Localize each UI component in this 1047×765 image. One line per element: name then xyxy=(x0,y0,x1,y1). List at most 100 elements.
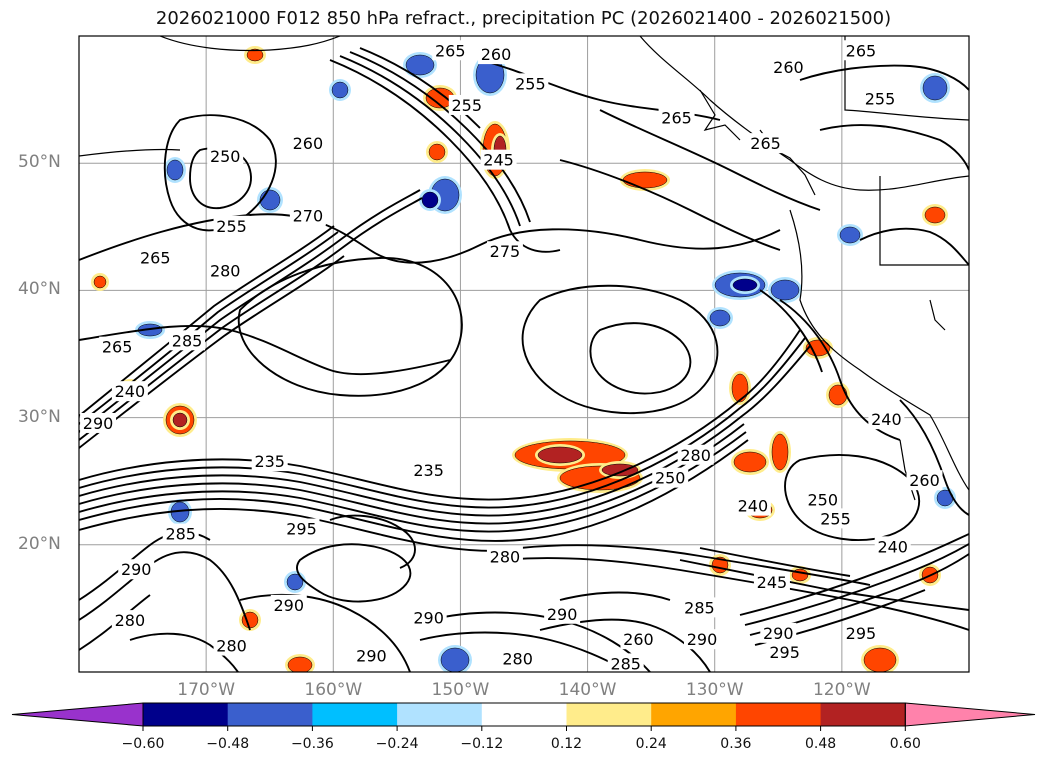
contour-label: 260 xyxy=(481,45,512,64)
contour-label-backdrop xyxy=(111,381,148,402)
precip-cell xyxy=(922,75,948,101)
precipitation-fill xyxy=(91,46,956,672)
colorbar-frame xyxy=(142,702,906,727)
colorbar-tick-label: 0.36 xyxy=(720,736,752,752)
latitude-label: 40°N xyxy=(18,279,61,300)
contour-label: 280 xyxy=(680,446,711,465)
contour-label-backdrop xyxy=(251,451,288,472)
precip-cell xyxy=(537,446,583,464)
contour-labels: 2602552652602652552652652502602552452552… xyxy=(80,40,943,673)
map-frame xyxy=(78,35,970,673)
contour-label: 290 xyxy=(687,630,718,649)
contour-label-backdrop xyxy=(906,470,943,491)
contour-label: 265 xyxy=(140,249,171,268)
contour-label-backdrop xyxy=(486,241,523,262)
contour-label: 280 xyxy=(216,637,247,656)
contour-label: 260 xyxy=(623,630,654,649)
contour-label: 290 xyxy=(274,596,305,615)
colorbar-segment xyxy=(143,703,229,726)
colorbar-tick-label: 0.48 xyxy=(805,736,837,752)
contour-label-backdrop xyxy=(207,145,244,166)
latitude-label: 30°N xyxy=(18,406,61,427)
colorbar-low-extension xyxy=(11,702,144,727)
longitude-label: 160°W xyxy=(304,680,363,700)
contour-label: 235 xyxy=(254,452,285,471)
contour-label: 285 xyxy=(165,525,196,544)
precip-cell xyxy=(770,279,800,301)
contour-label-backdrop xyxy=(842,40,879,61)
contour-label-backdrop xyxy=(111,610,148,631)
precip-cell xyxy=(601,463,639,477)
contour-label: 280 xyxy=(502,649,533,668)
contour-label: 275 xyxy=(490,242,521,261)
contour-label-backdrop xyxy=(289,205,326,226)
colorbar-tick-label: −0.12 xyxy=(460,736,504,752)
precip-cell xyxy=(709,309,731,327)
colorbar-segment xyxy=(227,703,313,726)
contour-label-backdrop xyxy=(652,467,689,488)
precip-cell xyxy=(405,54,435,76)
contour-label-backdrop xyxy=(620,629,657,650)
contour-label-backdrop xyxy=(478,44,515,65)
precip-cell xyxy=(166,159,184,181)
colorbar-segment xyxy=(735,703,822,726)
longitude-label: 120°W xyxy=(812,680,871,700)
contour-label: 240 xyxy=(871,410,902,429)
colorbar-segment xyxy=(651,703,737,726)
contour-label-backdrop xyxy=(734,495,771,516)
graticule xyxy=(79,36,969,672)
contour-label: 265 xyxy=(661,109,692,128)
contour-label: 255 xyxy=(452,96,483,115)
contour-label-backdrop xyxy=(760,622,797,643)
colorbar-high-extension xyxy=(904,702,1036,727)
colorbar-tick-label: −0.36 xyxy=(290,736,334,752)
contour-label-backdrop xyxy=(658,107,695,128)
longitude-label: 150°W xyxy=(431,680,490,700)
precip-cell xyxy=(731,373,749,403)
colorbar-tick-label: −0.24 xyxy=(375,736,419,752)
colorbar-tick-label: −0.60 xyxy=(121,736,165,752)
contour-label: 290 xyxy=(413,609,444,628)
colorbar-segment xyxy=(397,703,483,726)
colorbar-segment xyxy=(312,703,398,726)
contour-label: 290 xyxy=(763,624,794,643)
contour-label: 265 xyxy=(750,134,781,153)
contour-label-backdrop xyxy=(804,489,841,510)
contour-label-backdrop xyxy=(770,56,807,77)
contour-label-backdrop xyxy=(868,409,905,430)
precip-cell xyxy=(805,339,831,357)
precip-cell xyxy=(771,433,789,471)
precip-cell xyxy=(286,573,304,591)
contour-label-backdrop xyxy=(289,133,326,154)
contour-label-backdrop xyxy=(817,508,854,529)
colorbar-tick-label: −0.48 xyxy=(206,736,250,752)
contour-label-backdrop xyxy=(607,653,644,672)
contour-label: 245 xyxy=(757,573,788,592)
contour-label-backdrop xyxy=(283,518,320,539)
contour-label: 280 xyxy=(210,261,241,280)
contour-label: 285 xyxy=(610,654,641,673)
contour-label: 265 xyxy=(102,338,133,357)
precip-cell xyxy=(440,647,470,672)
contour-label: 290 xyxy=(83,414,114,433)
latitude-label: 20°N xyxy=(18,533,61,554)
precip-cell xyxy=(839,226,861,244)
precip-cell xyxy=(93,275,107,289)
contour-label: 295 xyxy=(846,624,877,643)
contour-label-backdrop xyxy=(270,594,307,615)
latitude-label: 50°N xyxy=(18,152,61,173)
contour-label: 285 xyxy=(172,331,203,350)
contour-label: 265 xyxy=(435,41,466,60)
contour-label-backdrop xyxy=(766,641,803,662)
longitude-label: 140°W xyxy=(558,680,617,700)
precip-cell xyxy=(172,412,188,428)
map-title: 2026021000 F012 850 hPa refract., precip… xyxy=(155,8,892,29)
contour-label: 290 xyxy=(121,560,152,579)
contour-label: 260 xyxy=(293,134,324,153)
contour-label-backdrop xyxy=(499,648,536,669)
contour-label: 250 xyxy=(808,490,839,509)
precip-cell xyxy=(733,451,767,473)
contour-label-backdrop xyxy=(480,149,517,170)
